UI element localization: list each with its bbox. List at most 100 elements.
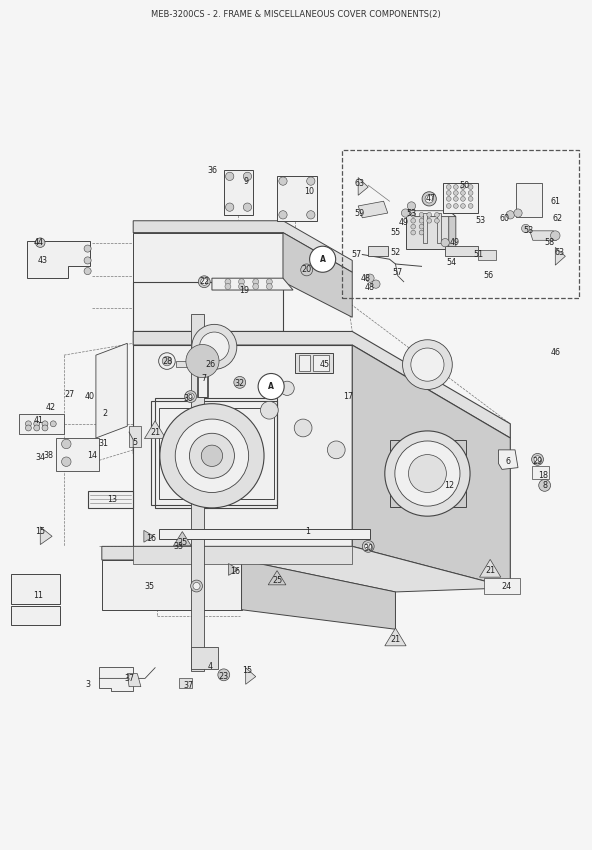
Polygon shape xyxy=(555,247,565,265)
Polygon shape xyxy=(212,278,293,290)
Text: 12: 12 xyxy=(443,481,454,490)
Text: 56: 56 xyxy=(483,271,494,280)
Text: 14: 14 xyxy=(87,451,96,461)
Text: 52: 52 xyxy=(390,247,401,257)
Text: 15: 15 xyxy=(242,666,253,675)
Circle shape xyxy=(307,211,315,219)
Circle shape xyxy=(425,195,433,203)
Circle shape xyxy=(160,404,264,508)
Circle shape xyxy=(226,203,234,212)
Polygon shape xyxy=(27,241,90,278)
Circle shape xyxy=(534,456,541,463)
Text: 55: 55 xyxy=(390,228,401,237)
Polygon shape xyxy=(56,438,99,471)
Text: 19: 19 xyxy=(239,286,249,294)
Text: 49: 49 xyxy=(449,238,460,247)
Text: 16: 16 xyxy=(231,567,240,576)
Circle shape xyxy=(468,190,473,196)
Circle shape xyxy=(253,284,259,290)
Circle shape xyxy=(201,278,208,286)
Circle shape xyxy=(385,431,470,516)
Circle shape xyxy=(435,218,439,224)
Circle shape xyxy=(191,580,202,592)
Text: 58: 58 xyxy=(544,238,555,247)
Circle shape xyxy=(453,190,458,196)
Circle shape xyxy=(468,204,473,208)
Circle shape xyxy=(34,425,40,431)
Circle shape xyxy=(225,279,231,285)
Text: 8: 8 xyxy=(542,481,547,490)
Circle shape xyxy=(419,212,424,218)
Circle shape xyxy=(198,275,210,287)
Polygon shape xyxy=(176,361,220,367)
Text: 57: 57 xyxy=(392,268,403,277)
Text: 54: 54 xyxy=(446,258,456,267)
Circle shape xyxy=(411,212,416,218)
Text: MEB-3200CS - 2. FRAME & MISCELLANEOUS COVER COMPONENTS(2): MEB-3200CS - 2. FRAME & MISCELLANEOUS CO… xyxy=(151,10,441,20)
Polygon shape xyxy=(368,246,388,257)
Polygon shape xyxy=(437,213,441,242)
Polygon shape xyxy=(198,367,207,397)
Polygon shape xyxy=(295,353,333,373)
Text: 24: 24 xyxy=(501,581,511,591)
Text: 60: 60 xyxy=(500,214,509,224)
Text: 1: 1 xyxy=(305,527,310,536)
Circle shape xyxy=(453,204,458,208)
Circle shape xyxy=(403,340,452,389)
Circle shape xyxy=(441,239,449,246)
Polygon shape xyxy=(246,668,256,684)
Text: 42: 42 xyxy=(45,403,56,411)
Text: 46: 46 xyxy=(551,348,560,357)
Circle shape xyxy=(192,325,237,370)
Text: 33: 33 xyxy=(174,541,184,551)
Text: 30: 30 xyxy=(363,544,373,552)
Polygon shape xyxy=(242,560,395,629)
Polygon shape xyxy=(144,530,154,542)
Circle shape xyxy=(301,264,313,275)
Polygon shape xyxy=(19,414,64,434)
Circle shape xyxy=(34,421,40,427)
Circle shape xyxy=(461,184,465,190)
Text: 6: 6 xyxy=(506,457,510,466)
Polygon shape xyxy=(268,570,286,585)
Circle shape xyxy=(243,203,252,212)
Text: 25: 25 xyxy=(177,538,188,547)
Circle shape xyxy=(310,246,336,272)
Text: 28: 28 xyxy=(162,356,172,366)
Text: 34: 34 xyxy=(36,453,45,462)
Text: 31: 31 xyxy=(99,439,108,449)
Polygon shape xyxy=(443,184,478,213)
Polygon shape xyxy=(277,176,317,221)
Text: 21: 21 xyxy=(150,428,160,437)
Circle shape xyxy=(258,373,284,399)
Text: 43: 43 xyxy=(38,256,47,265)
Circle shape xyxy=(84,257,91,264)
Text: 2: 2 xyxy=(103,409,108,417)
Circle shape xyxy=(411,218,416,224)
Polygon shape xyxy=(423,213,427,242)
Text: 27: 27 xyxy=(65,389,75,399)
Circle shape xyxy=(468,184,473,190)
Text: 7: 7 xyxy=(202,374,207,383)
Text: 50: 50 xyxy=(459,181,470,190)
Text: 23: 23 xyxy=(218,672,229,681)
Polygon shape xyxy=(530,231,556,241)
Circle shape xyxy=(294,419,312,437)
Text: 20: 20 xyxy=(301,265,312,275)
Circle shape xyxy=(435,212,439,218)
Circle shape xyxy=(461,190,465,196)
Polygon shape xyxy=(133,332,510,438)
Polygon shape xyxy=(385,628,406,646)
Text: 36: 36 xyxy=(207,166,217,175)
Circle shape xyxy=(36,238,45,247)
Text: 3: 3 xyxy=(85,680,90,688)
Text: A: A xyxy=(320,255,326,264)
Circle shape xyxy=(427,218,432,224)
Circle shape xyxy=(327,441,345,459)
Text: 9: 9 xyxy=(243,177,248,185)
Circle shape xyxy=(461,204,465,208)
Circle shape xyxy=(551,231,560,241)
Circle shape xyxy=(253,279,259,285)
Polygon shape xyxy=(229,564,239,575)
Polygon shape xyxy=(191,314,204,671)
